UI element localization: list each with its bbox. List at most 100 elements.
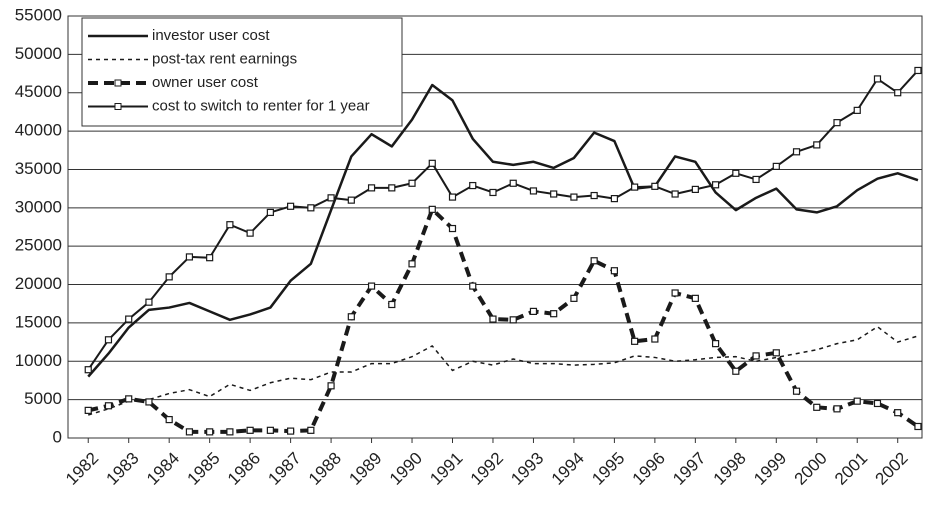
point-marker [509,316,517,324]
point-marker [894,409,902,417]
x-tick-label: 1996 [629,449,669,489]
point-marker [570,294,578,302]
point-marker [165,415,173,424]
point-marker [894,89,902,97]
point-marker [853,397,861,405]
x-tick-label: 1989 [345,449,385,489]
legend-marker [114,79,122,87]
point-marker [185,428,194,436]
point-marker [206,428,214,436]
point-marker [367,184,376,192]
point-marker [671,190,679,198]
point-marker [266,426,274,434]
point-marker [691,185,699,194]
point-marker [732,367,740,375]
point-marker [327,194,335,202]
point-marker [711,181,720,189]
point-marker [307,204,315,212]
point-marker [671,289,679,297]
x-tick-label: 1991 [426,449,466,489]
x-tick-label: 1986 [224,449,264,489]
point-marker [185,253,194,261]
point-marker [711,340,720,348]
x-tick-label: 2001 [831,449,871,489]
point-marker [489,315,497,323]
point-marker [752,352,760,360]
point-marker [873,399,882,408]
point-marker [469,181,477,190]
point-marker [266,208,274,217]
y-tick-label: 40000 [15,121,62,140]
point-marker [448,193,457,201]
point-marker [691,294,699,302]
legend-label: cost to switch to renter for 1 year [152,97,370,114]
legend-marker [114,103,122,110]
y-tick-label: 35000 [15,159,62,178]
point-marker [226,221,234,229]
point-marker [84,406,92,414]
point-marker [631,183,639,191]
point-marker [287,202,295,210]
y-tick-label: 0 [53,427,62,446]
x-tick-label: 1999 [750,449,790,489]
x-tick-label: 1992 [467,449,507,489]
x-tick-label: 1982 [62,449,102,489]
y-tick-label: 55000 [15,5,62,24]
x-tick-label: 1988 [305,449,345,489]
x-tick-label: 2000 [791,449,831,489]
point-marker [529,187,538,195]
y-tick-label: 5000 [24,389,62,408]
point-marker [347,196,355,204]
point-marker [529,307,538,315]
legend-label: owner user cost [152,74,259,91]
point-marker [428,205,436,213]
point-marker [388,184,396,192]
point-marker [833,119,841,127]
point-marker [469,282,477,290]
point-marker [125,395,133,403]
x-tick-label: 1983 [103,449,143,489]
point-marker [388,300,396,309]
x-tick-label: 1993 [507,449,547,489]
x-tick-label: 1984 [143,449,183,489]
y-tick-label: 50000 [15,44,62,63]
point-marker [367,282,376,290]
point-marker [246,229,254,237]
point-marker [792,148,801,156]
point-marker [590,257,598,265]
point-marker [813,403,821,411]
point-marker [104,402,113,410]
point-marker [732,169,740,177]
point-marker [246,426,254,434]
y-tick-label: 10000 [15,351,62,370]
point-marker [792,387,801,395]
point-marker [145,298,153,306]
point-marker [287,427,295,435]
plot-frame [67,15,923,439]
point-marker [813,141,821,149]
y-tick-label: 20000 [15,274,62,293]
point-marker [125,315,133,323]
point-marker [914,66,922,75]
point-marker [651,335,659,343]
y-tick-label: 45000 [15,82,62,101]
point-marker [550,310,558,318]
point-marker [104,336,113,344]
point-marker [428,159,436,167]
x-tick-label: 1987 [264,449,304,489]
x-tick-label: 1994 [548,449,588,489]
point-marker [570,193,578,201]
y-tick-label: 30000 [15,197,62,216]
point-marker [347,313,355,321]
point-marker [165,273,173,281]
point-marker [631,337,639,345]
y-tick-label: 25000 [15,236,62,255]
point-marker [873,75,882,83]
series-line [88,325,919,416]
series-line [87,207,920,434]
point-marker [772,162,780,170]
x-tick-label: 2002 [872,449,912,489]
point-marker [914,422,922,431]
point-marker [752,175,760,184]
